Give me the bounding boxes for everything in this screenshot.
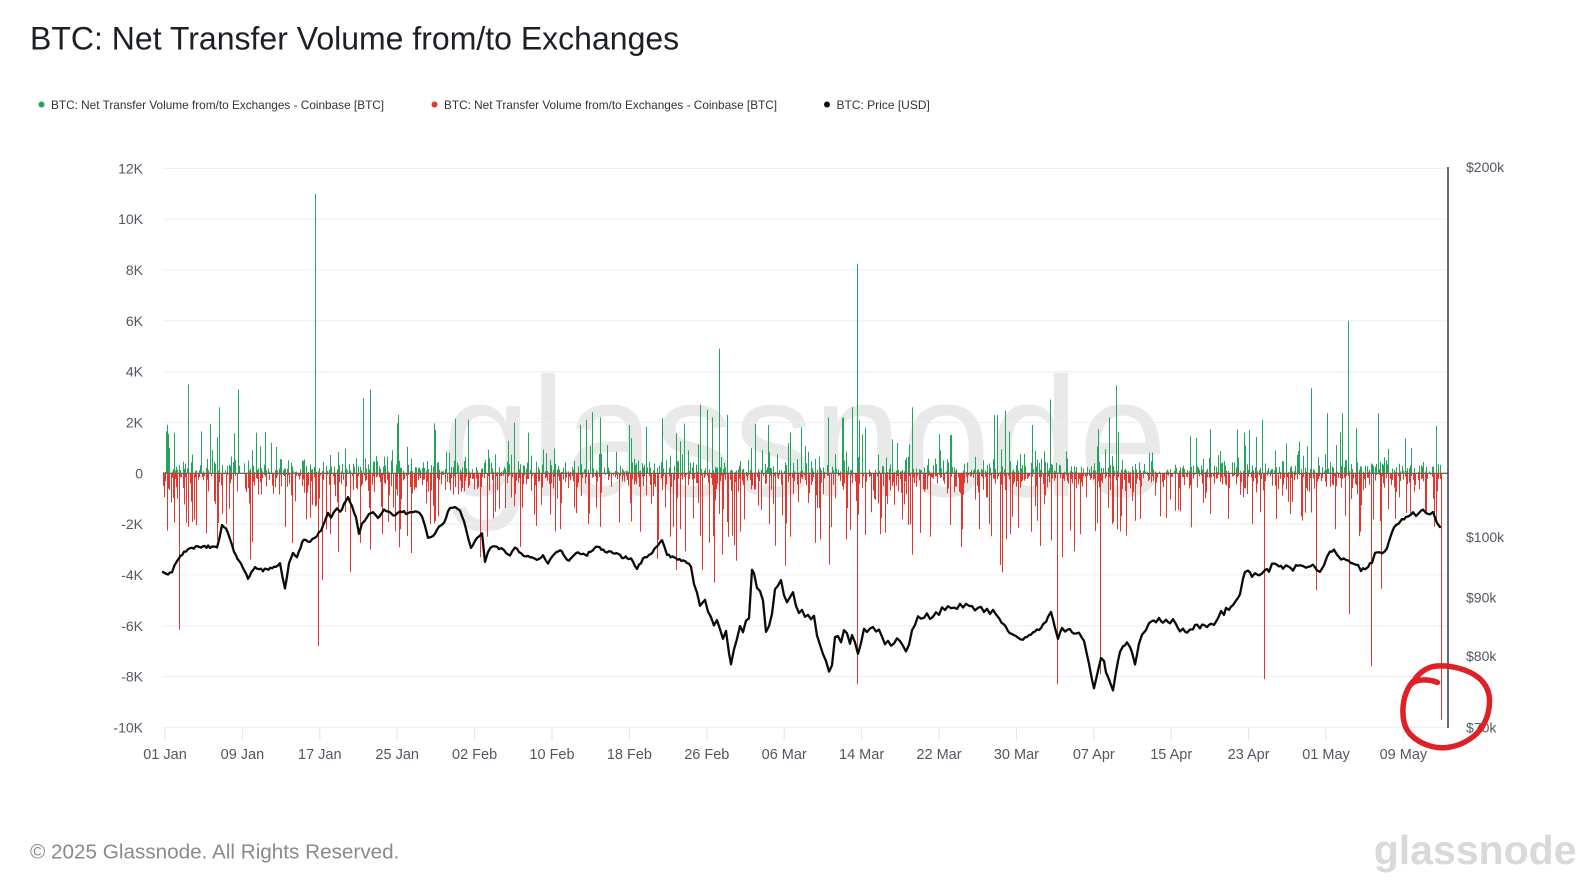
svg-text:$90k: $90k xyxy=(1466,590,1497,606)
svg-text:BTC: Price [USD]: BTC: Price [USD] xyxy=(837,98,930,112)
svg-text:6K: 6K xyxy=(126,313,144,329)
svg-text:30 Mar: 30 Mar xyxy=(994,747,1039,763)
svg-text:8K: 8K xyxy=(126,262,144,278)
svg-text:2K: 2K xyxy=(126,415,144,431)
svg-text:01 Jan: 01 Jan xyxy=(143,747,187,763)
svg-text:-8K: -8K xyxy=(121,669,143,685)
svg-text:-10K: -10K xyxy=(113,719,143,735)
svg-text:glassnode: glassnode xyxy=(1374,827,1577,873)
svg-text:25 Jan: 25 Jan xyxy=(375,747,419,763)
svg-text:-6K: -6K xyxy=(121,618,143,634)
svg-text:-2K: -2K xyxy=(121,516,143,532)
svg-text:-4K: -4K xyxy=(121,567,143,583)
svg-text:22 Mar: 22 Mar xyxy=(916,747,961,763)
svg-text:12K: 12K xyxy=(118,160,144,176)
svg-text:BTC: Net Transfer Volume from/: BTC: Net Transfer Volume from/to Exchang… xyxy=(51,98,384,112)
svg-text:glassnode: glassnode xyxy=(442,343,1167,533)
svg-text:17 Jan: 17 Jan xyxy=(298,747,342,763)
svg-text:4K: 4K xyxy=(126,364,144,380)
svg-text:© 2025 Glassnode. All Rights R: © 2025 Glassnode. All Rights Reserved. xyxy=(30,841,399,864)
svg-text:01 May: 01 May xyxy=(1302,747,1350,763)
svg-text:06 Mar: 06 Mar xyxy=(762,747,807,763)
svg-text:23 Apr: 23 Apr xyxy=(1228,747,1270,763)
svg-text:10 Feb: 10 Feb xyxy=(529,747,574,763)
svg-text:10K: 10K xyxy=(118,211,144,227)
svg-text:18 Feb: 18 Feb xyxy=(607,747,652,763)
svg-text:0: 0 xyxy=(135,465,143,481)
svg-text:15 Apr: 15 Apr xyxy=(1150,747,1192,763)
svg-text:$100k: $100k xyxy=(1466,529,1505,545)
svg-text:07 Apr: 07 Apr xyxy=(1073,747,1115,763)
svg-text:09 May: 09 May xyxy=(1380,747,1428,763)
svg-text:26 Feb: 26 Feb xyxy=(684,747,729,763)
svg-text:$80k: $80k xyxy=(1466,648,1497,664)
svg-text:BTC: Net Transfer Volume from/: BTC: Net Transfer Volume from/to Exchang… xyxy=(444,98,777,112)
svg-text:14 Mar: 14 Mar xyxy=(839,747,884,763)
svg-text:09 Jan: 09 Jan xyxy=(221,747,265,763)
svg-text:$200k: $200k xyxy=(1466,159,1505,175)
svg-text:02 Feb: 02 Feb xyxy=(452,747,497,763)
svg-text:BTC: Net Transfer Volume from/: BTC: Net Transfer Volume from/to Exchang… xyxy=(30,21,679,57)
